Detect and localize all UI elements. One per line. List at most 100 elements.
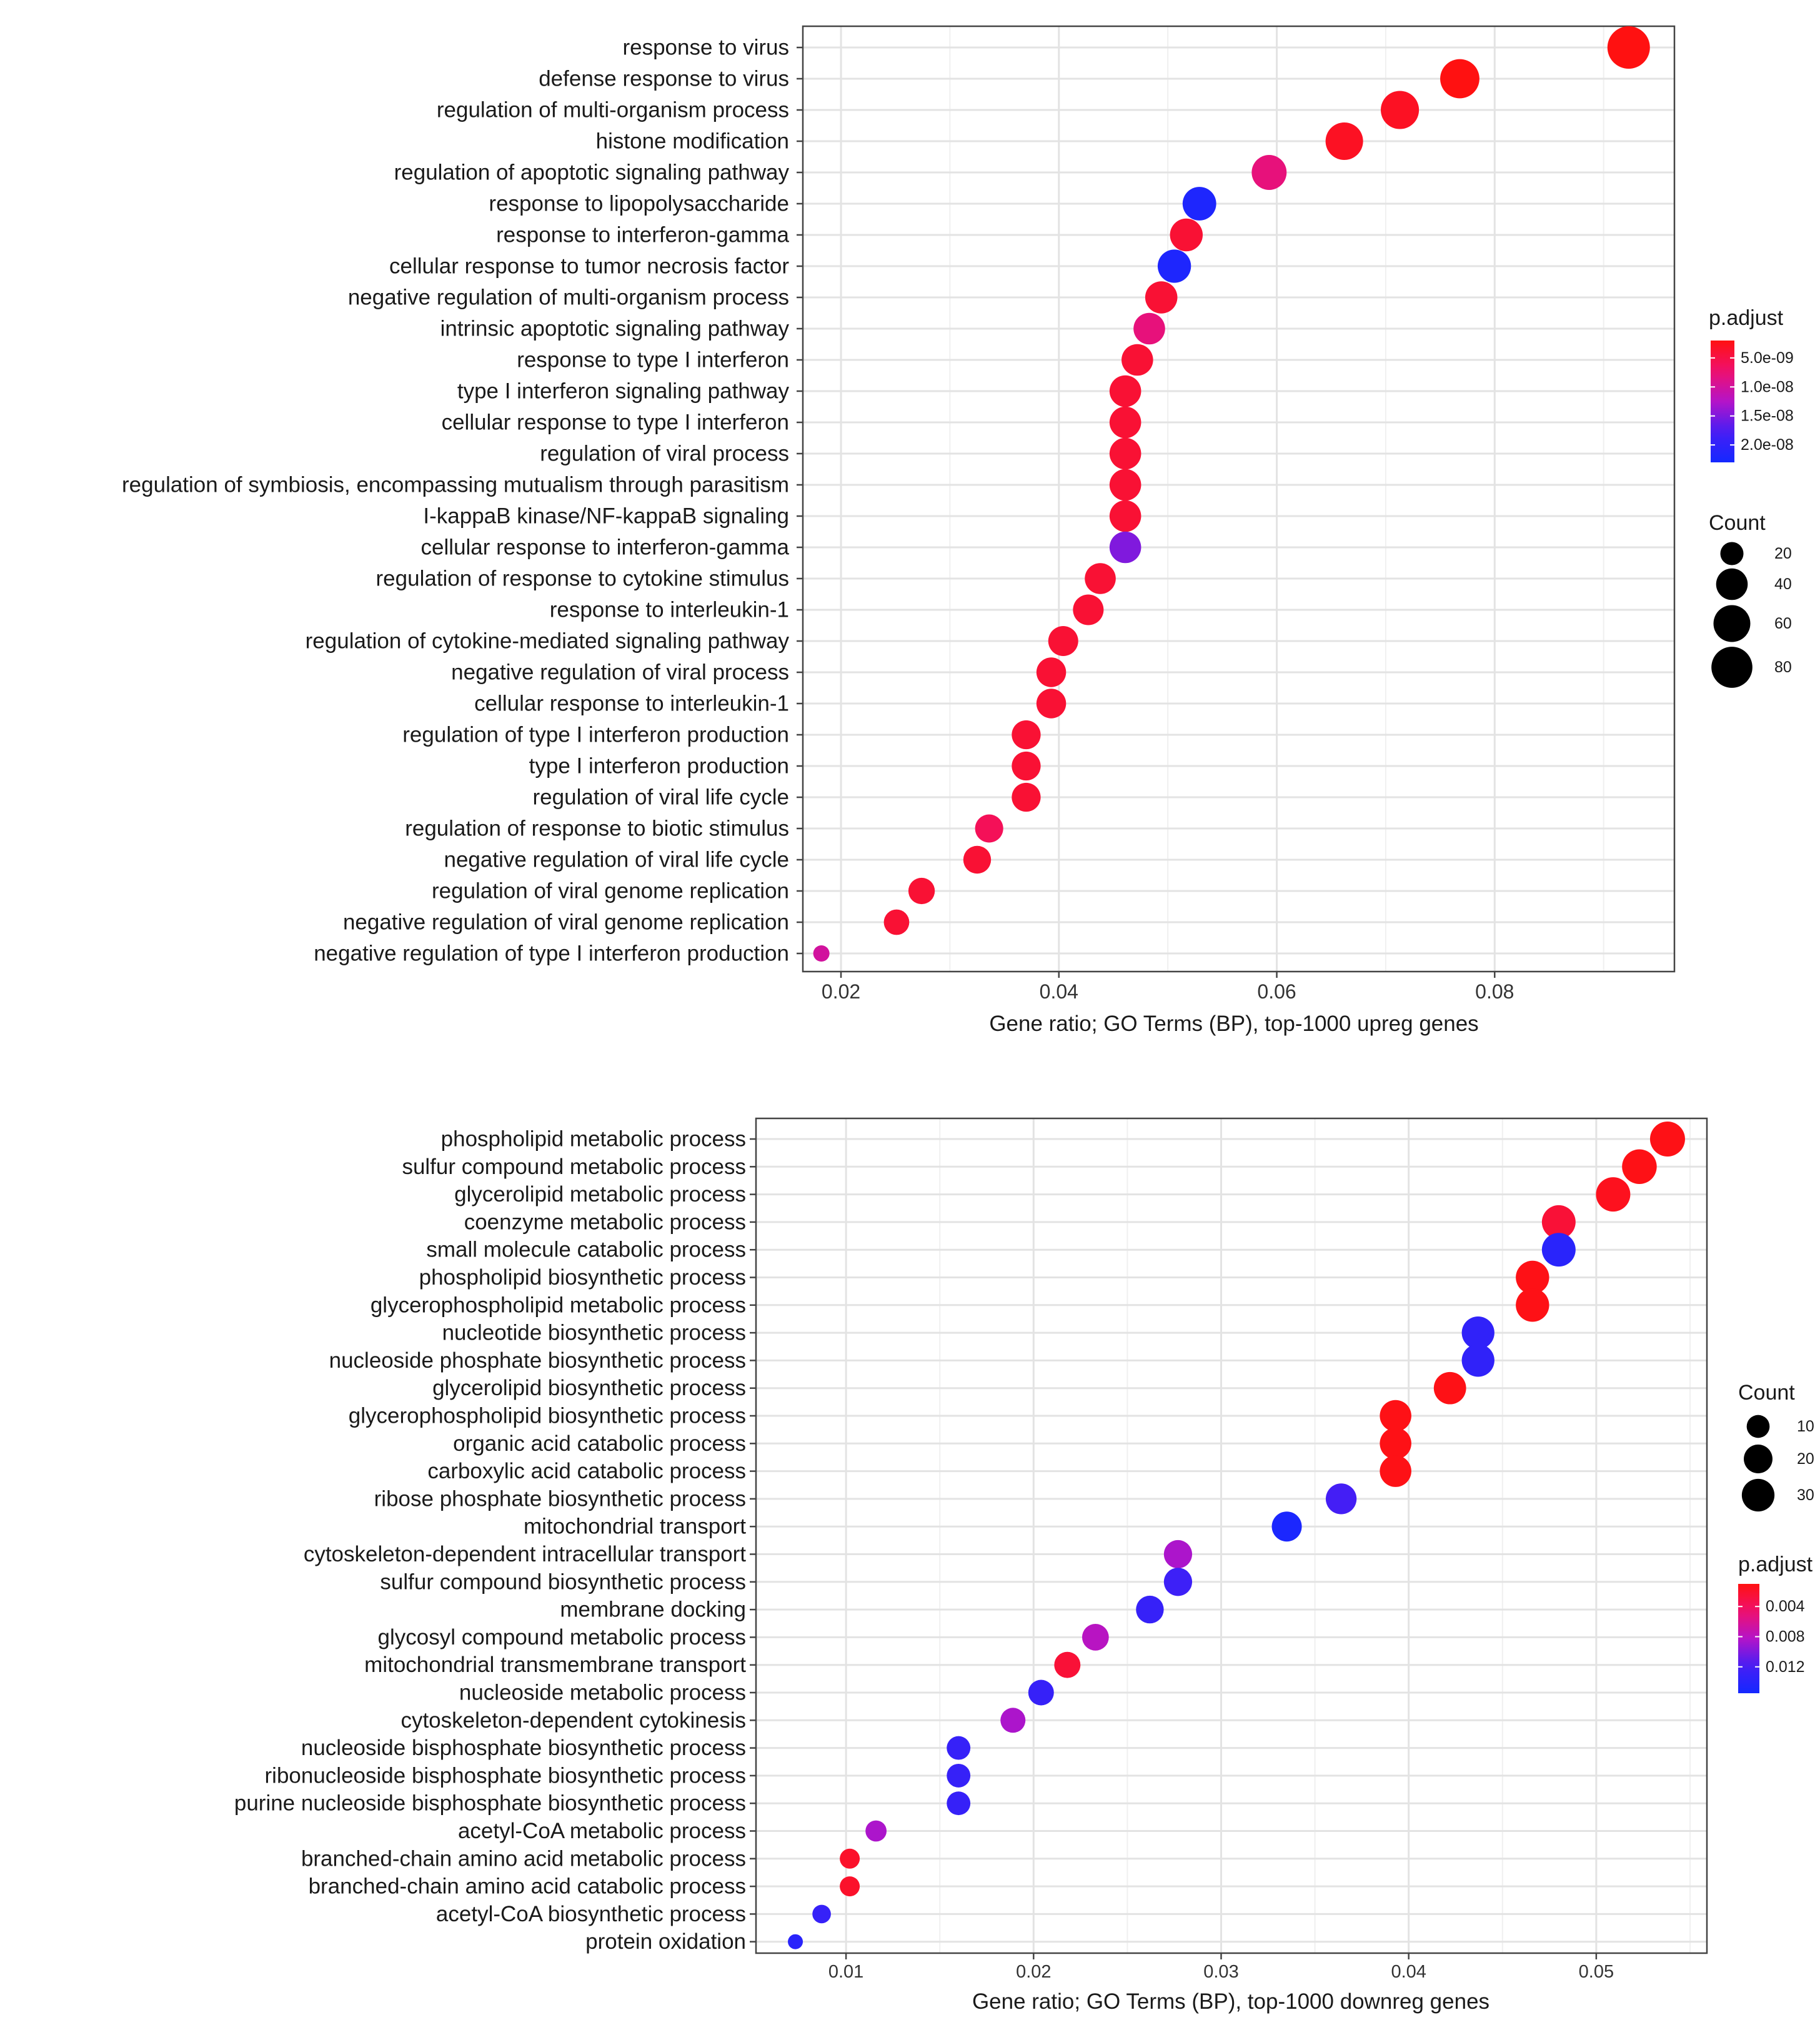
x-axis-label: Gene ratio; GO Terms (BP), top-1000 upre… [989, 1012, 1478, 1036]
data-point [1012, 782, 1041, 812]
term-label: response to interferon-gamma [496, 223, 789, 247]
data-point [1073, 594, 1104, 625]
size-legend-dot [1711, 647, 1753, 688]
data-point [1028, 1679, 1054, 1706]
data-point [1325, 122, 1363, 161]
colorbar-label: 0.012 [1766, 1658, 1805, 1676]
colorbar [1738, 1584, 1759, 1693]
data-point [1109, 469, 1141, 501]
data-point [1461, 1316, 1494, 1350]
data-point [1607, 26, 1650, 69]
x-axis-label: Gene ratio; GO Terms (BP), top-1000 down… [972, 1989, 1489, 2014]
data-point [1596, 1177, 1631, 1212]
term-label: sulfur compound metabolic process [402, 1155, 746, 1179]
data-point [947, 1736, 971, 1760]
colorbar-label: 0.004 [1766, 1598, 1805, 1615]
size-legend-dot [1720, 542, 1744, 565]
x-tick-label: 0.02 [1016, 1962, 1051, 1982]
data-point [1271, 1511, 1302, 1542]
term-label: negative regulation of multi-organism pr… [348, 286, 789, 310]
colorbar-label: 0.008 [1766, 1628, 1805, 1645]
data-point [1163, 1540, 1193, 1569]
data-point [1082, 1624, 1109, 1651]
data-point [1109, 406, 1141, 439]
term-label: branched-chain amino acid catabolic proc… [309, 1874, 746, 1899]
term-label: regulation of viral life cycle [533, 785, 789, 810]
size-legend-label: 10 [1797, 1418, 1814, 1435]
data-point [1036, 689, 1067, 719]
data-point [1251, 155, 1287, 190]
size-legend-title: Count [1709, 511, 1766, 535]
term-label: regulation of viral genome replication [432, 879, 789, 903]
term-label: response to lipopolysaccharide [489, 192, 789, 216]
data-point [1380, 1455, 1411, 1487]
term-label: small molecule catabolic process [426, 1238, 746, 1262]
size-legend-dot [1716, 568, 1748, 600]
term-label: response to type I interferon [517, 348, 789, 372]
data-point [1109, 531, 1141, 564]
data-point [1163, 1568, 1193, 1596]
data-point [947, 1763, 971, 1788]
data-point [1136, 1595, 1164, 1624]
plot-border [802, 25, 1676, 973]
data-point [908, 877, 935, 905]
term-label: organic acid catabolic process [453, 1431, 746, 1456]
term-label: regulation of cytokine-mediated signalin… [306, 629, 790, 654]
data-point [1381, 91, 1420, 129]
term-label: ribonucleoside bisphosphate biosynthetic… [265, 1763, 746, 1788]
data-point [1000, 1708, 1026, 1733]
colorbar [1711, 341, 1734, 462]
data-point [975, 814, 1003, 843]
term-label: defense response to virus [539, 67, 789, 91]
term-label: glycerophospholipid metabolic process [370, 1293, 746, 1317]
colorbar-label: 2.0e-08 [1741, 436, 1794, 454]
term-label: purine nucleoside bisphosphate biosynthe… [234, 1791, 746, 1816]
size-legend-title: Count [1738, 1381, 1795, 1405]
term-label: nucleotide biosynthetic process [442, 1321, 746, 1345]
term-label: phospholipid metabolic process [441, 1127, 746, 1152]
term-label: acetyl-CoA biosynthetic process [436, 1902, 746, 1926]
term-label: regulation of multi-organism process [437, 98, 789, 122]
term-label: regulation of apoptotic signaling pathwa… [394, 161, 790, 185]
term-label: branched-chain amino acid metabolic proc… [301, 1846, 746, 1871]
size-legend-label: 80 [1774, 659, 1792, 676]
data-point [1541, 1233, 1576, 1267]
data-point [1145, 281, 1178, 314]
term-label: cytoskeleton-dependent intracellular tra… [304, 1542, 746, 1566]
data-point [1036, 657, 1067, 687]
data-point [1380, 1428, 1411, 1460]
term-label: nucleoside metabolic process [459, 1681, 746, 1705]
term-label: glycosyl compound metabolic process [378, 1625, 746, 1649]
term-label: regulation of response to cytokine stimu… [376, 567, 789, 591]
term-label: acetyl-CoA metabolic process [458, 1819, 746, 1843]
size-legend-label: 40 [1774, 575, 1792, 593]
data-point [1109, 437, 1141, 470]
term-label: ribose phosphate biosynthetic process [374, 1486, 746, 1511]
data-point [1541, 1205, 1576, 1239]
size-legend-label: 30 [1797, 1486, 1814, 1504]
x-tick-label: 0.03 [1203, 1962, 1238, 1982]
downreg-dotplot-panel: phospholipid metabolic process sulfur com… [234, 1117, 1814, 2014]
size-legend-label: 20 [1797, 1450, 1814, 1468]
term-label: regulation of type I interferon producti… [402, 723, 789, 747]
term-label: regulation of symbiosis, encompassing mu… [122, 473, 789, 497]
term-label: mitochondrial transport [524, 1515, 746, 1539]
data-point [947, 1791, 971, 1816]
term-label: glycerolipid biosynthetic process [432, 1376, 746, 1400]
data-point [1182, 187, 1216, 221]
data-point [883, 909, 910, 935]
data-point [1516, 1288, 1549, 1322]
term-label: carboxylic acid catabolic process [427, 1459, 746, 1483]
term-label: membrane docking [560, 1598, 746, 1622]
x-tick-label: 0.02 [822, 980, 860, 1003]
data-point [1516, 1260, 1549, 1295]
term-label: negative regulation of viral process [451, 660, 789, 685]
size-legend-dot [1713, 605, 1751, 642]
data-point [1380, 1400, 1411, 1432]
x-tick-label: 0.01 [828, 1962, 863, 1982]
x-tick-label: 0.06 [1257, 980, 1296, 1003]
data-point [1012, 720, 1041, 750]
data-point [1109, 500, 1141, 532]
data-point [1054, 1651, 1081, 1678]
